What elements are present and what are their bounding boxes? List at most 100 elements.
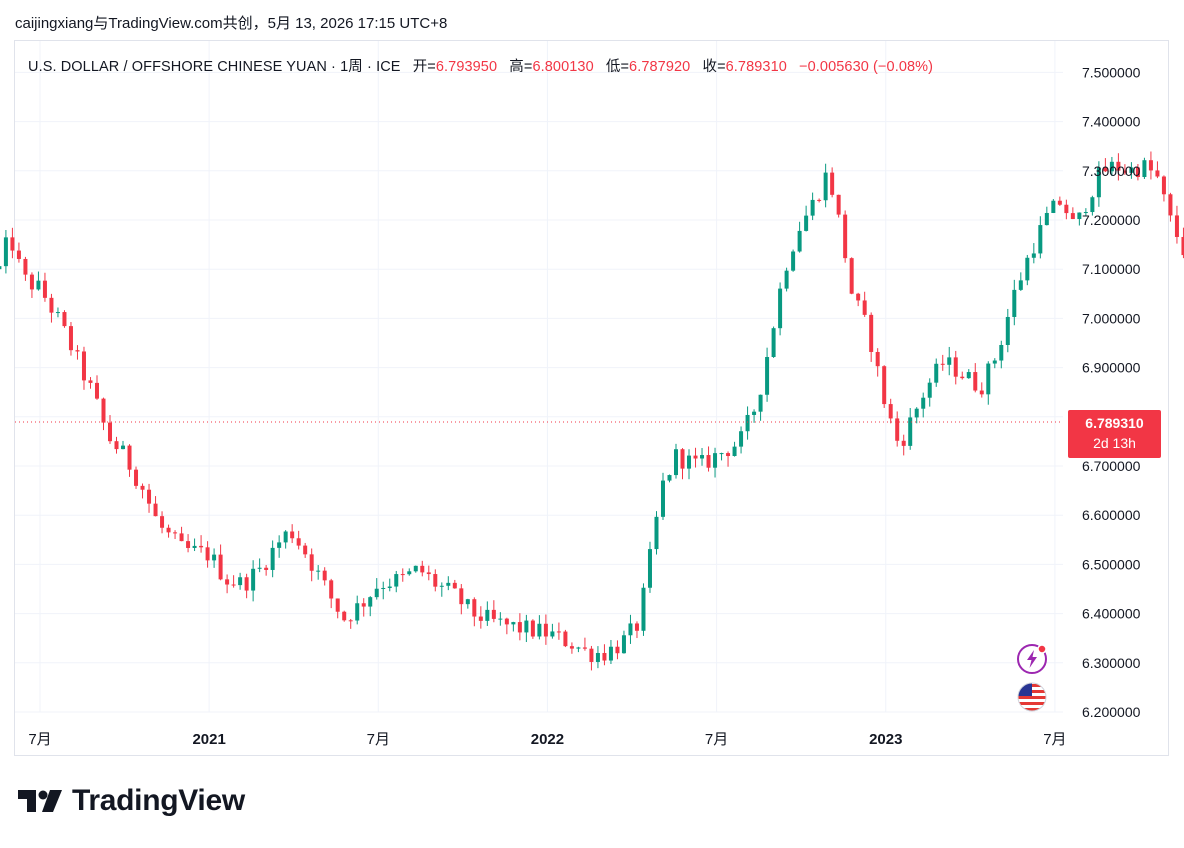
candle xyxy=(908,408,913,450)
candle xyxy=(700,448,705,466)
candle xyxy=(595,646,600,669)
candle xyxy=(1064,199,1069,220)
candle xyxy=(270,540,275,578)
tradingview-logo-icon xyxy=(18,790,62,812)
us-flag-icon[interactable] xyxy=(1016,681,1048,713)
candle xyxy=(199,535,204,553)
candle xyxy=(732,441,737,457)
candle xyxy=(895,411,900,447)
candle xyxy=(381,581,386,600)
candle xyxy=(101,397,106,431)
candle xyxy=(1109,156,1114,177)
candle xyxy=(862,291,867,317)
candle xyxy=(309,548,314,582)
time-axis[interactable]: 7月20217月20227月20237月20247月20257月20267月 xyxy=(28,731,1184,748)
close-value: 6.789310 xyxy=(725,59,787,75)
candle xyxy=(94,375,99,400)
candle xyxy=(290,524,295,544)
candle xyxy=(914,407,919,424)
lightning-icon[interactable] xyxy=(1016,643,1048,675)
candle xyxy=(953,350,958,385)
candle xyxy=(55,307,60,318)
time-tick-label: 7月 xyxy=(705,731,728,748)
candle xyxy=(687,449,692,480)
candle xyxy=(374,578,379,600)
high-label: 高= xyxy=(509,59,533,75)
candle xyxy=(647,541,652,593)
candle xyxy=(446,576,451,591)
time-tick-label: 7月 xyxy=(28,731,51,748)
tradingview-brand[interactable]: TradingView xyxy=(18,784,245,818)
candle xyxy=(940,354,945,371)
candle xyxy=(394,570,399,593)
candle xyxy=(823,163,828,208)
candle xyxy=(465,598,470,609)
candle xyxy=(615,640,620,660)
price-tick-label: 7.200000 xyxy=(1082,212,1141,228)
candle xyxy=(16,242,21,263)
candle xyxy=(192,538,197,552)
candle xyxy=(153,496,158,517)
candle xyxy=(1174,205,1179,244)
candle xyxy=(1012,279,1017,326)
price-tick-label: 6.500000 xyxy=(1082,556,1141,572)
price-tick-label: 7.500000 xyxy=(1082,64,1141,80)
candle xyxy=(173,530,178,540)
candle xyxy=(986,361,991,405)
symbol-description: U.S. DOLLAR / OFFSHORE CHINESE YUAN · 1周… xyxy=(28,59,401,75)
time-tick-label: 2021 xyxy=(192,731,225,748)
price-tick-label: 7.100000 xyxy=(1082,261,1141,277)
candle xyxy=(433,569,438,592)
candle xyxy=(726,451,731,467)
candle xyxy=(628,614,633,644)
low-value: 6.787920 xyxy=(629,59,691,75)
candle xyxy=(296,530,301,550)
candle xyxy=(303,542,308,558)
symbol-legend: U.S. DOLLAR / OFFSHORE CHINESE YUAN · 1周… xyxy=(28,55,933,76)
price-tick-label: 6.200000 xyxy=(1082,704,1141,720)
candle xyxy=(1129,162,1134,179)
candle xyxy=(1148,151,1153,180)
price-tick-label: 7.300000 xyxy=(1082,163,1141,179)
candle xyxy=(147,483,152,513)
candle xyxy=(543,614,548,645)
candle xyxy=(36,271,41,291)
price-tick-label: 6.900000 xyxy=(1082,360,1141,376)
chart-frame[interactable] xyxy=(14,40,1169,756)
candle xyxy=(29,272,34,298)
candle xyxy=(329,578,334,609)
candle xyxy=(739,426,744,454)
candle xyxy=(439,582,444,597)
candle xyxy=(693,447,698,468)
candle xyxy=(966,369,971,379)
candle xyxy=(413,565,418,573)
price-tick-label: 6.700000 xyxy=(1082,458,1141,474)
candle xyxy=(361,598,366,617)
candle xyxy=(387,578,392,592)
candle xyxy=(140,483,145,499)
price-tick-label: 6.600000 xyxy=(1082,507,1141,523)
candle xyxy=(888,398,893,424)
candle xyxy=(641,583,646,636)
candle xyxy=(1181,227,1184,259)
candle xyxy=(621,630,626,654)
candle xyxy=(348,618,353,629)
candle xyxy=(856,292,861,307)
candle xyxy=(1142,157,1147,179)
candle xyxy=(0,266,2,270)
candle xyxy=(368,596,373,617)
candle xyxy=(882,365,887,408)
candle xyxy=(654,511,659,555)
candle xyxy=(875,348,880,377)
candle xyxy=(550,623,555,639)
candle xyxy=(3,230,8,274)
candle xyxy=(680,448,685,480)
price-axis[interactable]: 7.500000 7.400000 7.300000 7.200000 7.100000… xyxy=(1082,64,1141,720)
candle xyxy=(608,639,613,664)
candle xyxy=(134,466,139,489)
candle xyxy=(569,642,574,654)
candle xyxy=(511,621,516,632)
candle xyxy=(582,637,587,651)
candle xyxy=(88,377,93,389)
